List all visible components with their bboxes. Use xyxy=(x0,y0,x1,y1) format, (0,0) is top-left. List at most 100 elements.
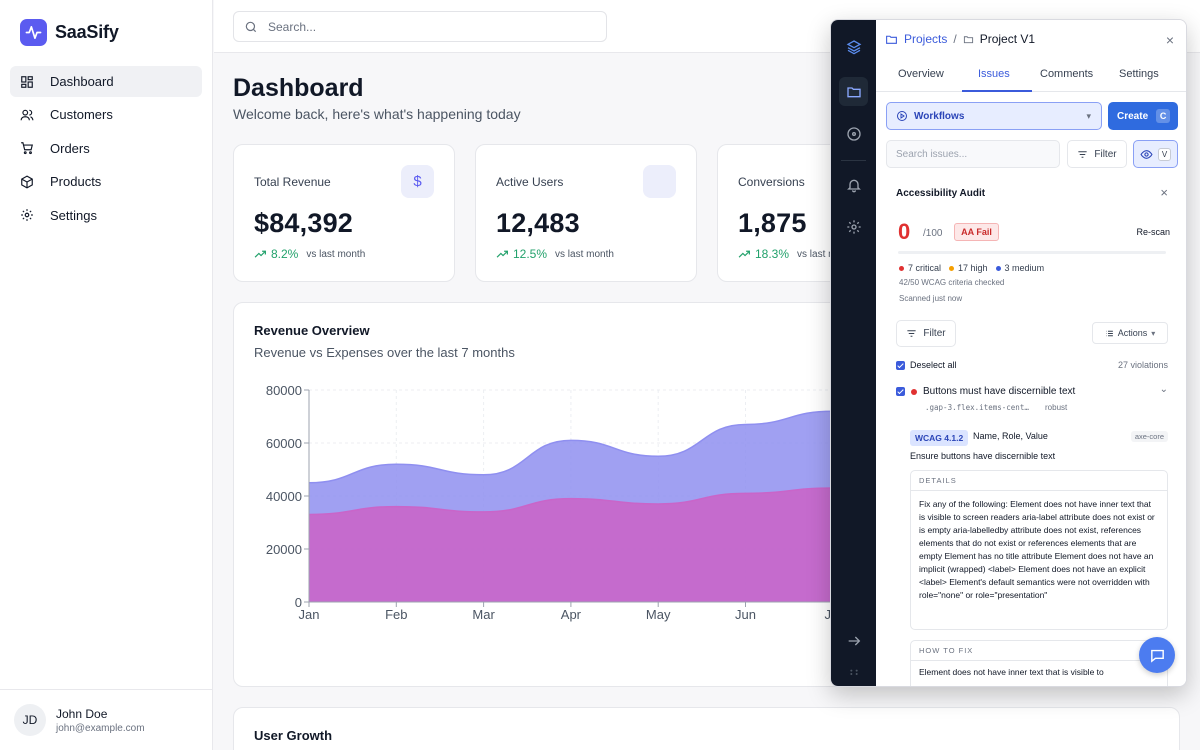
scanned-timestamp: Scanned just now xyxy=(899,294,963,303)
gear-icon[interactable] xyxy=(839,212,868,241)
layers-icon[interactable] xyxy=(839,32,868,61)
stat-delta: 12.5% vs last month xyxy=(496,247,614,261)
create-button[interactable]: Create C xyxy=(1108,102,1178,130)
filter-label: Filter xyxy=(923,328,946,339)
deselect-all-checkbox[interactable]: Deselect all xyxy=(896,360,957,370)
page-subtitle: Welcome back, here's what's happening to… xyxy=(233,106,521,122)
panel-rail xyxy=(831,20,876,686)
filter-button[interactable]: Filter xyxy=(1067,140,1127,168)
trend-up-icon xyxy=(496,250,508,258)
eye-icon xyxy=(1140,149,1153,159)
logo[interactable]: SaaSify xyxy=(20,19,119,46)
sidebar-item-settings[interactable]: Settings xyxy=(10,200,202,231)
stat-value: $84,392 xyxy=(254,208,353,238)
page-title: Dashboard xyxy=(233,74,364,102)
severity-dot xyxy=(911,388,917,395)
sidebar-item-customers[interactable]: Customers xyxy=(10,99,202,130)
view-toggle-button[interactable]: V xyxy=(1133,140,1178,168)
severity-critical: 7 critical xyxy=(899,263,941,273)
sidebar-item-dashboard[interactable]: Dashboard xyxy=(10,66,202,97)
series-line xyxy=(308,410,833,484)
create-label: Create xyxy=(1117,110,1149,122)
rescan-button[interactable]: Re-scan xyxy=(1136,227,1170,237)
user-profile[interactable]: JD John Doe john@example.com xyxy=(0,689,213,750)
revenue-title: Revenue Overview xyxy=(254,323,370,338)
x-tick-label: Jan xyxy=(299,607,320,622)
y-tick-label: 20000 xyxy=(266,542,302,557)
tab-comments[interactable]: Comments xyxy=(1040,68,1094,80)
delta-caption: vs last month xyxy=(797,248,856,260)
filter-label: Filter xyxy=(1094,148,1117,160)
sidebar-item-label: Products xyxy=(50,174,102,190)
stat-value: 12,483 xyxy=(496,208,580,238)
series-area xyxy=(309,488,833,602)
grip-icon[interactable] xyxy=(839,657,868,686)
search-input[interactable]: Search... xyxy=(233,11,607,42)
violation-item[interactable]: Buttons must have discernible text xyxy=(896,386,1075,397)
sidebar-item-products[interactable]: Products xyxy=(10,166,202,197)
compass-icon[interactable] xyxy=(839,119,868,148)
stat-label: Total Revenue xyxy=(254,175,331,189)
deselect-label: Deselect all xyxy=(910,360,957,370)
cart-icon xyxy=(21,142,33,155)
user-growth-card: User Growth xyxy=(233,707,1180,750)
tab-issues[interactable]: Issues xyxy=(978,68,1010,80)
close-icon[interactable]: × xyxy=(1165,32,1174,48)
list-icon xyxy=(1105,330,1113,336)
delta-caption: vs last month xyxy=(555,248,614,260)
tab-overview[interactable]: Overview xyxy=(898,68,944,80)
workflow-label: Workflows xyxy=(914,110,965,122)
stat-delta: 18.3% vs last month xyxy=(738,247,856,261)
close-icon[interactable]: × xyxy=(1160,185,1168,200)
stat-card-revenue: Total Revenue $ $84,392 8.2% vs last mon… xyxy=(233,144,455,282)
user-growth-title: User Growth xyxy=(254,728,333,743)
search-icon xyxy=(245,21,257,32)
workflow-select[interactable]: Workflows ▾ xyxy=(886,102,1102,130)
violation-title: Buttons must have discernible text xyxy=(923,386,1076,397)
play-circle-icon xyxy=(897,111,907,121)
audit-filter-button[interactable]: Filter xyxy=(896,320,956,347)
actions-dropdown[interactable]: Actions ▾ xyxy=(1092,322,1168,344)
chevron-down-icon[interactable]: ⌄ xyxy=(1159,384,1168,395)
delta-percent: 12.5% xyxy=(513,247,548,261)
details-text: Fix any of the following: Element does n… xyxy=(919,499,1155,600)
violation-selector: .gap-3.flex.items-cent… xyxy=(925,403,1029,412)
checkbox[interactable] xyxy=(896,387,905,396)
audit-score: 0 xyxy=(898,219,911,244)
user-name: John Doe xyxy=(56,706,108,721)
tab-settings[interactable]: Settings xyxy=(1119,68,1159,80)
delta-percent: 8.2% xyxy=(271,247,299,261)
how-to-fix-heading: HOW TO FIX xyxy=(911,641,1167,661)
rail-divider xyxy=(841,160,866,161)
issue-search-input[interactable]: Search issues... xyxy=(886,140,1060,168)
stat-label: Active Users xyxy=(496,175,564,189)
filter-icon xyxy=(1078,150,1087,158)
arrow-right-icon[interactable] xyxy=(839,626,868,655)
folder-icon xyxy=(886,35,897,44)
folder-icon[interactable] xyxy=(839,77,868,106)
checkbox[interactable] xyxy=(896,360,905,370)
box-icon xyxy=(21,175,33,189)
chat-icon[interactable] xyxy=(1139,637,1175,673)
x-tick-label: Feb xyxy=(385,607,407,622)
wcag-badge: WCAG 4.1.2 xyxy=(910,430,969,446)
severity-medium: 3 medium xyxy=(995,263,1044,273)
bell-icon[interactable] xyxy=(839,170,868,199)
details-section: DETAILS Fix any of the following: Elemen… xyxy=(910,470,1168,630)
gear-icon xyxy=(21,209,33,221)
user-email: john@example.com xyxy=(56,722,145,734)
breadcrumb-separator: / xyxy=(953,32,957,46)
trend-up-icon xyxy=(254,250,266,258)
dollar-icon: $ xyxy=(401,165,434,198)
breadcrumb: Projects / Project V1 xyxy=(885,32,1035,46)
panel-content: Projects / Project V1 × Overview Issues … xyxy=(876,20,1186,686)
grid-icon xyxy=(21,75,33,88)
sidebar-item-orders[interactable]: Orders xyxy=(10,133,202,164)
how-to-fix-section: HOW TO FIX Element does not have inner t… xyxy=(910,640,1168,686)
breadcrumb-current: Project V1 xyxy=(979,32,1036,46)
details-heading: DETAILS xyxy=(911,471,1167,491)
delta-caption: vs last month xyxy=(306,248,366,260)
app-name: SaaSify xyxy=(55,22,119,42)
breadcrumb-projects[interactable]: Projects xyxy=(904,32,948,46)
stat-card-users: Active Users 12,483 12.5% vs last month xyxy=(475,144,697,282)
